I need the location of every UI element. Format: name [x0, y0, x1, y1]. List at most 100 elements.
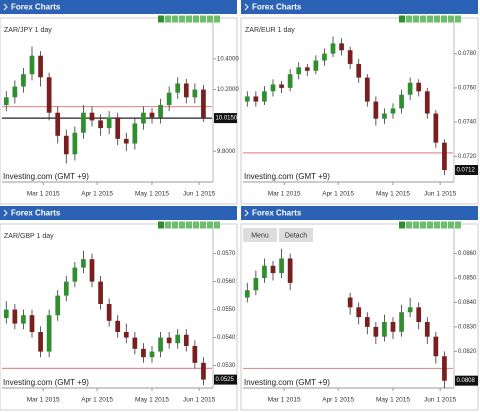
- candle-body: [46, 315, 52, 352]
- header-arrow: [3, 3, 8, 11]
- toolbar-icon[interactable]: [399, 221, 405, 229]
- candle-body: [262, 265, 267, 278]
- toolbar-icon[interactable]: [420, 15, 426, 23]
- last-price-box: [455, 375, 478, 386]
- toolbar-icon[interactable]: [441, 221, 447, 229]
- toolbar-icon[interactable]: [186, 15, 192, 23]
- candle-body: [373, 326, 379, 337]
- toolbar-icon[interactable]: [207, 221, 213, 229]
- candle-body: [433, 336, 439, 357]
- candle-body: [38, 55, 43, 78]
- toolbar-icon[interactable]: [179, 15, 185, 23]
- toolbar-icon[interactable]: [448, 221, 454, 229]
- toolbar-icon[interactable]: [413, 15, 419, 23]
- candle-body: [244, 290, 250, 298]
- y-tick-label: 0.0550: [217, 307, 236, 313]
- toolbar-icon[interactable]: [448, 15, 454, 23]
- x-tick-label: May 1 2015: [376, 191, 410, 198]
- candle-body: [175, 83, 181, 93]
- source-label: Investing.com (GMT +9): [244, 172, 330, 181]
- candle-body: [3, 97, 9, 105]
- candle-body: [407, 307, 413, 313]
- header-arrow: [3, 209, 8, 217]
- toolbar-icon[interactable]: [427, 221, 433, 229]
- candle-body: [364, 317, 370, 327]
- toolbar-icon[interactable]: [214, 15, 220, 23]
- candle-body: [132, 337, 138, 349]
- candle-body: [201, 362, 206, 380]
- toolbar-icon[interactable]: [413, 221, 419, 229]
- candle-body: [390, 108, 396, 114]
- toolbar-icon[interactable]: [214, 221, 220, 229]
- candle-body: [89, 112, 95, 121]
- toolbar-icon[interactable]: [172, 15, 178, 23]
- toolbar-icon[interactable]: [200, 221, 206, 229]
- y-tick-label: 10.2000: [217, 87, 239, 93]
- button-label[interactable]: Menu: [251, 232, 269, 239]
- chart-title: ZAR/GBP 1 day: [4, 233, 54, 240]
- panel-header: [241, 206, 478, 220]
- y-tick-label: 0.0820: [458, 349, 477, 355]
- toolbar-icon[interactable]: [165, 221, 171, 229]
- toolbar-icon[interactable]: [186, 221, 192, 229]
- y-tick-label: 0.0540: [217, 335, 236, 341]
- candle-body: [98, 281, 103, 304]
- toolbar-icon[interactable]: [193, 221, 199, 229]
- toolbar-icon[interactable]: [455, 15, 461, 23]
- toolbar-icon[interactable]: [434, 15, 440, 23]
- candle-body: [244, 96, 250, 102]
- candle-body: [253, 278, 259, 291]
- plot-area: [240, 17, 479, 205]
- toolbar-icon[interactable]: [427, 15, 433, 23]
- panel-title: Forex Charts: [252, 3, 302, 12]
- toolbar-icon[interactable]: [165, 15, 171, 23]
- candle-body: [21, 74, 26, 87]
- toolbar-icon[interactable]: [200, 15, 206, 23]
- toolbar-icon[interactable]: [399, 15, 405, 23]
- candle-body: [63, 135, 69, 155]
- candle-body: [149, 112, 155, 118]
- y-tick-label: 0.0720: [458, 154, 477, 160]
- toolbar-icon[interactable]: [158, 221, 164, 229]
- candle-body: [347, 297, 353, 308]
- candle-body: [407, 82, 413, 95]
- candle-body: [253, 96, 259, 102]
- candle-body: [72, 132, 78, 155]
- toolbar-icon[interactable]: [406, 15, 412, 23]
- toolbar-icon[interactable]: [434, 221, 440, 229]
- candle-body: [183, 334, 189, 346]
- candle-body: [141, 112, 146, 124]
- toolbar-icon[interactable]: [207, 15, 213, 23]
- candle-body: [123, 332, 129, 338]
- y-tick-label: 10.4000: [217, 56, 239, 62]
- toolbar-icon[interactable]: [179, 221, 185, 229]
- toolbar-icon[interactable]: [172, 221, 178, 229]
- x-tick-label: Jun 1 2015: [424, 191, 457, 198]
- y-tick-label: 0.0850: [458, 276, 477, 282]
- button-label[interactable]: Detach: [285, 232, 307, 239]
- button[interactable]: [243, 228, 277, 242]
- toolbar-icon[interactable]: [158, 15, 164, 23]
- candle-body: [132, 123, 138, 144]
- toolbar-icon[interactable]: [406, 221, 412, 229]
- chart-title: ZAR/EUR 1 day: [245, 27, 295, 34]
- toolbar-icon[interactable]: [193, 15, 199, 23]
- button[interactable]: [279, 228, 313, 242]
- candle-body: [399, 312, 404, 332]
- y-tick-label: 0.0830: [458, 324, 477, 330]
- candle-body: [416, 82, 422, 92]
- candle-body: [81, 112, 86, 133]
- x-tick-label: Mar 1 2015: [27, 397, 60, 404]
- candle-body: [356, 307, 362, 318]
- candle-body: [304, 67, 310, 71]
- y-tick-label: 0.0740: [458, 120, 477, 126]
- plot-area: [0, 223, 238, 411]
- last-price-box: [214, 113, 237, 124]
- toolbar-icon[interactable]: [420, 221, 426, 229]
- y-tick-label: 0.0860: [458, 251, 477, 257]
- candle-body: [106, 117, 112, 129]
- toolbar-icon[interactable]: [441, 15, 447, 23]
- toolbar-icon[interactable]: [455, 221, 461, 229]
- candle-body: [270, 84, 276, 92]
